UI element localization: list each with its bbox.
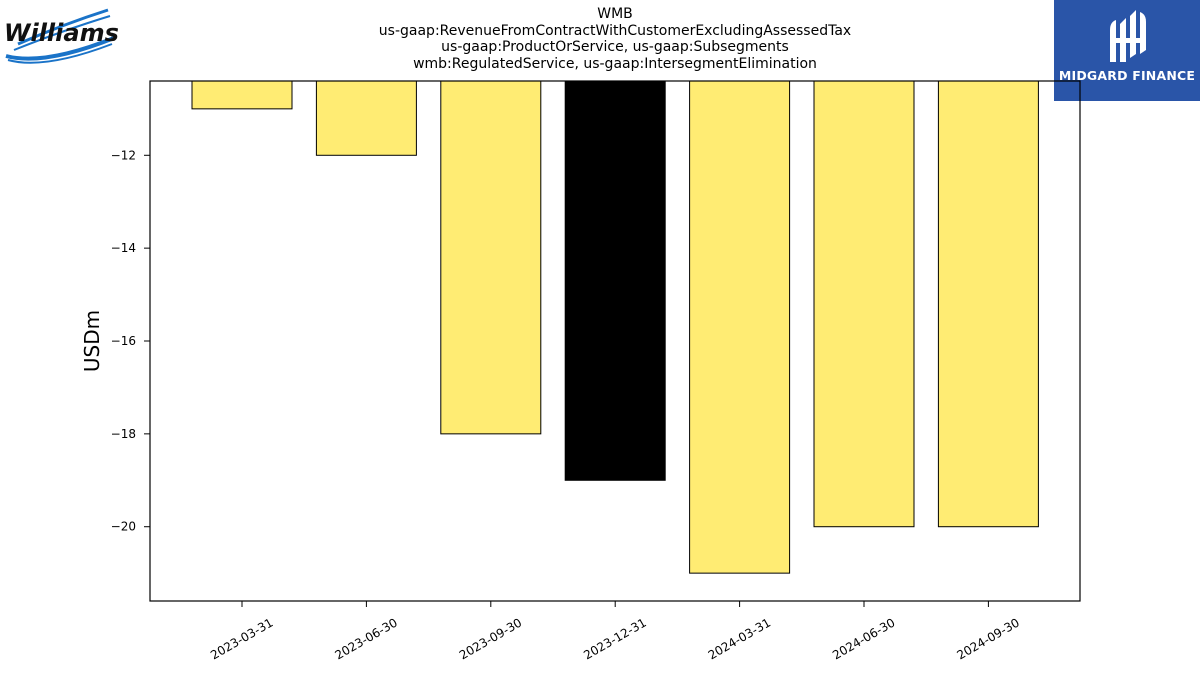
chart-title-line: us-gaap:RevenueFromContractWithCustomerE… bbox=[378, 22, 852, 39]
chart-title-line: us-gaap:ProductOrService, us-gaap:Subseg… bbox=[441, 39, 789, 55]
x-axis-ticks: 2023-03-31 2023-06-30 2023-09-30 2023-12-31… bbox=[208, 601, 1022, 662]
midgard-finance-wordmark: MIDGARD FINANCE bbox=[1058, 68, 1196, 83]
chart-title-line: wmb:RegulatedService, us-gaap:Intersegme… bbox=[413, 55, 817, 72]
y-tick-label: −16 bbox=[111, 334, 136, 348]
svg-text:Williams: Williams bbox=[4, 19, 119, 47]
bar-2023-03-31 bbox=[191, 80, 293, 110]
y-axis-label: USDm bbox=[80, 310, 104, 372]
bar-2024-09-30 bbox=[937, 80, 1039, 528]
chart-title: WMB us-gaap:RevenueFromContractWithCusto… bbox=[150, 6, 1080, 72]
x-tick-label: 2024-06-30 bbox=[830, 615, 897, 662]
bar-2023-09-30 bbox=[440, 80, 542, 435]
chart-title-line: WMB bbox=[597, 6, 633, 22]
williams-logo: Williams ® bbox=[4, 8, 119, 64]
bars-group bbox=[191, 80, 1039, 574]
bar-2023-12-31 bbox=[564, 80, 666, 481]
x-tick-label: 2023-06-30 bbox=[332, 615, 399, 662]
midgard-emblem-icon bbox=[1110, 10, 1146, 62]
midgard-finance-logo: MIDGARD FINANCE bbox=[1054, 0, 1200, 101]
y-tick-label: −14 bbox=[111, 241, 136, 255]
plot-frame bbox=[149, 80, 1081, 602]
x-tick-label: 2023-03-31 bbox=[208, 615, 275, 662]
x-tick-label: 2024-03-31 bbox=[706, 615, 773, 662]
bar-2023-06-30 bbox=[315, 80, 417, 156]
y-axis-ticks: −12 −14 −16 −18 −20 bbox=[111, 148, 150, 534]
y-tick-label: −12 bbox=[111, 148, 136, 162]
svg-text:®: ® bbox=[110, 35, 117, 43]
y-tick-label: −20 bbox=[111, 520, 136, 534]
bar-2024-06-30 bbox=[813, 80, 915, 528]
x-tick-label: 2023-12-31 bbox=[581, 615, 648, 662]
x-tick-label: 2024-09-30 bbox=[954, 615, 1021, 662]
y-tick-label: −18 bbox=[111, 427, 136, 441]
bar-2024-03-31 bbox=[689, 80, 791, 574]
x-tick-label: 2023-09-30 bbox=[457, 615, 524, 662]
